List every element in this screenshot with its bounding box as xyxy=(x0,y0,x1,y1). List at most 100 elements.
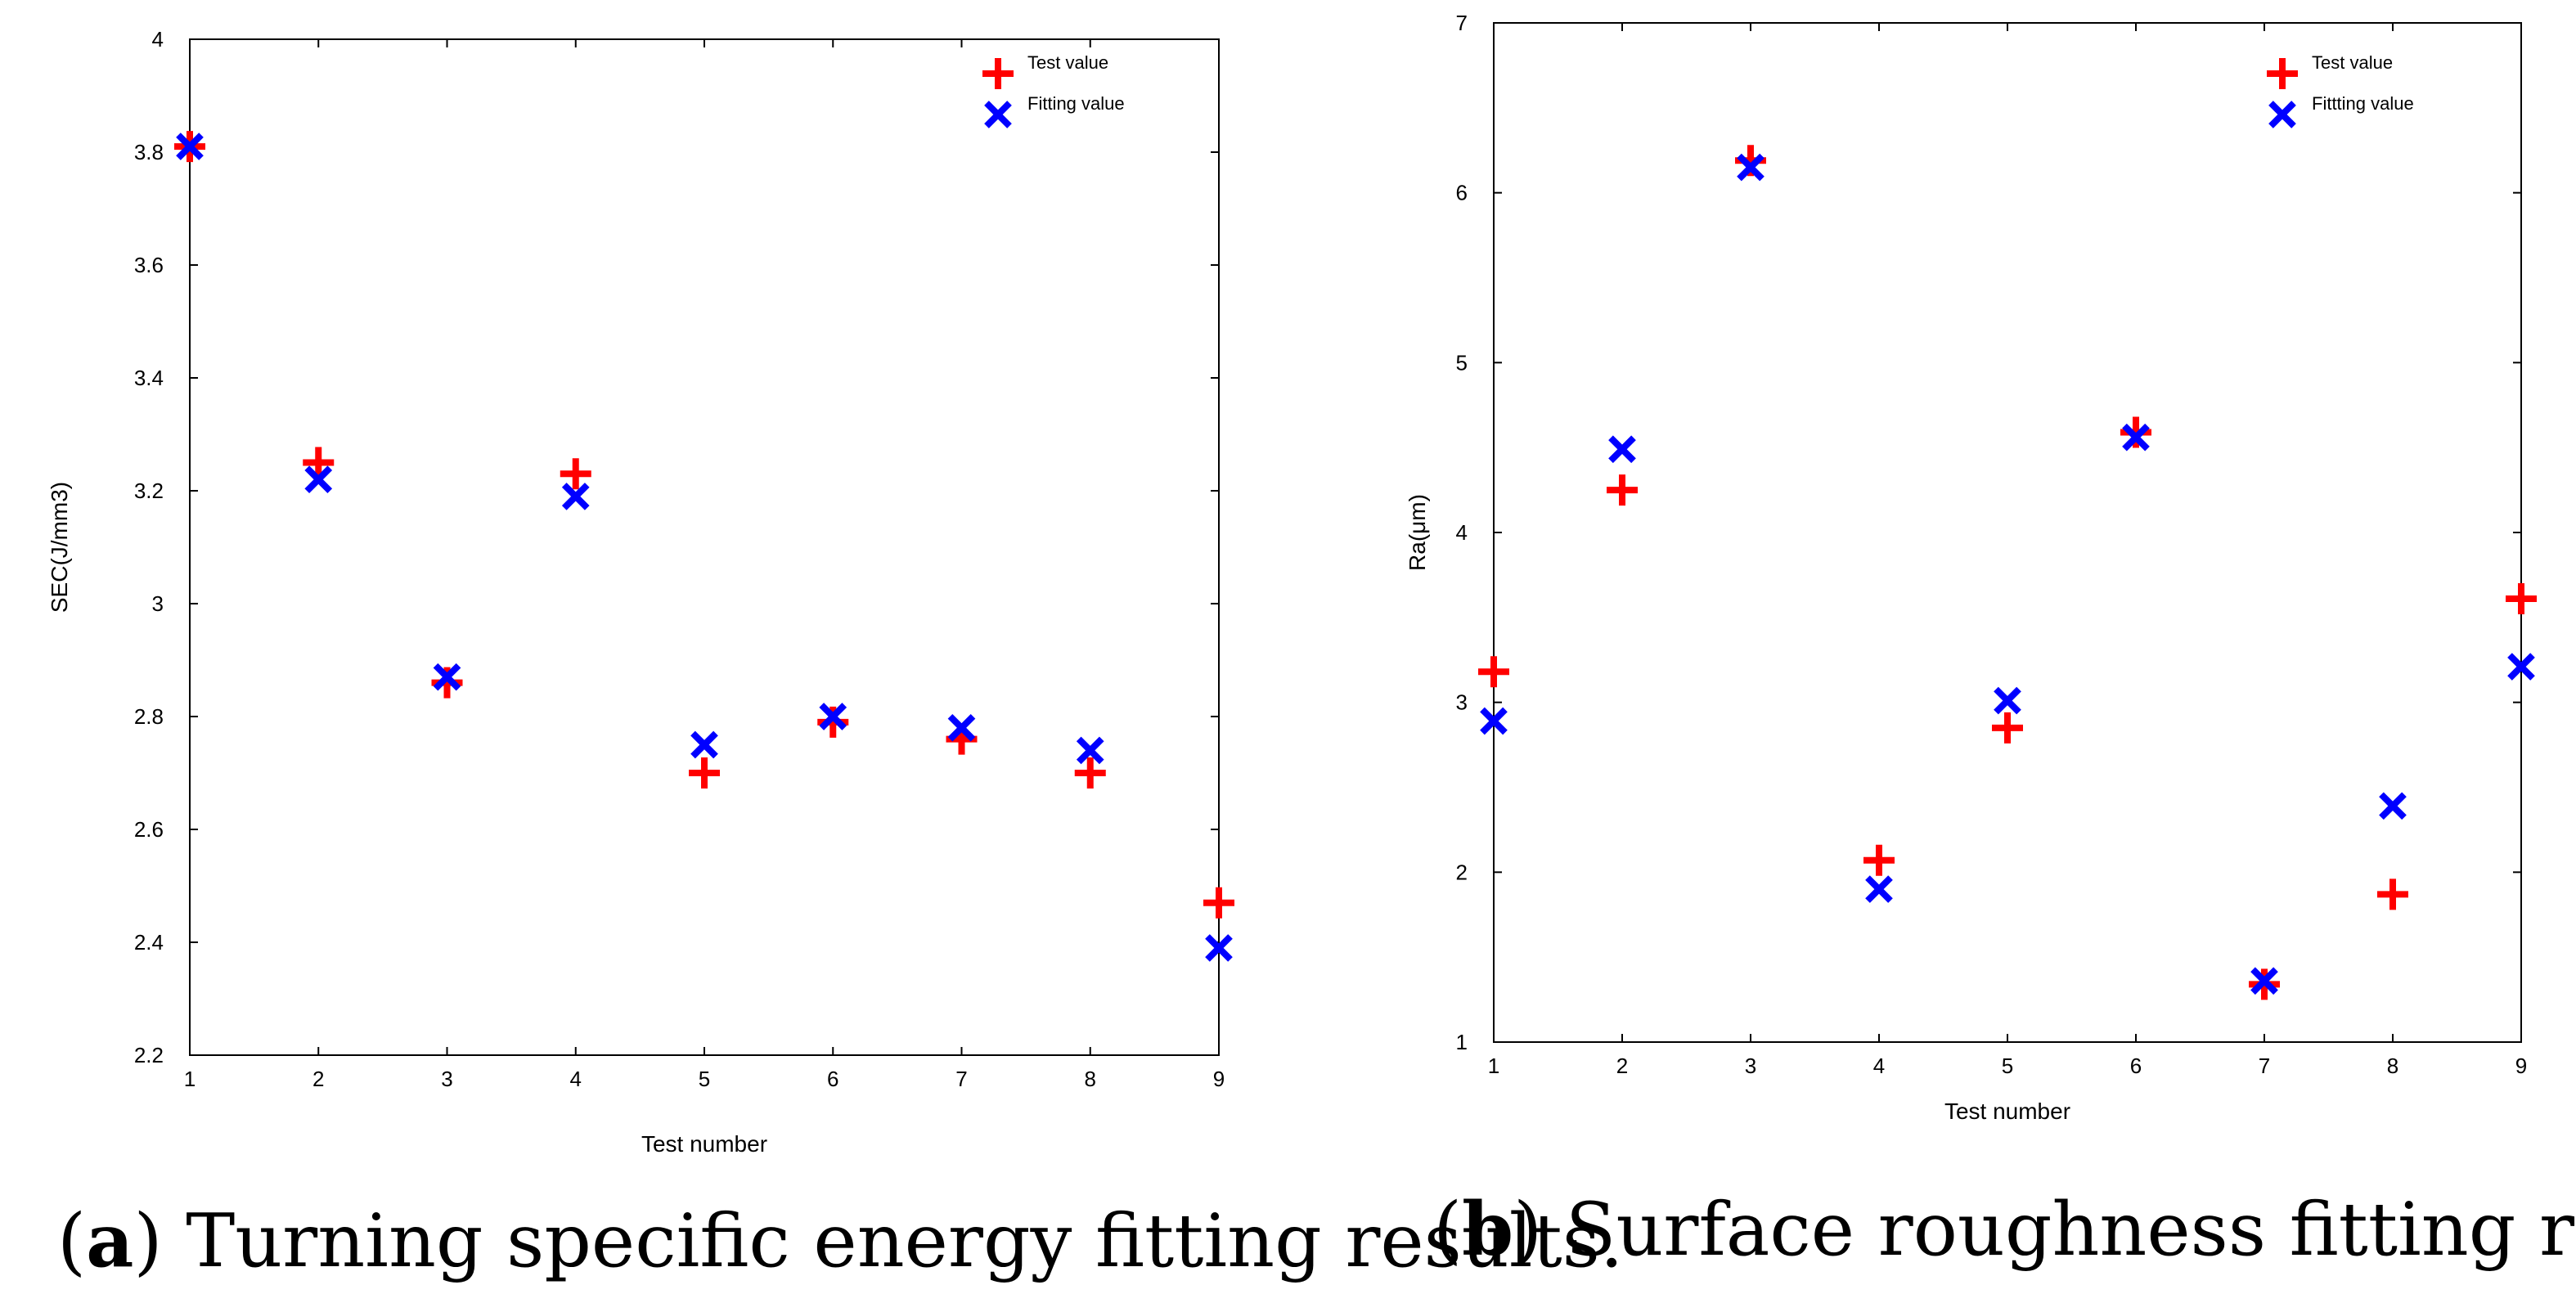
y-tick-label: 3.2 xyxy=(134,479,164,503)
data-point xyxy=(2122,423,2150,452)
data-point xyxy=(561,483,590,510)
data-point xyxy=(1205,934,1233,962)
caption: (a) Turning specific energy fitting resu… xyxy=(57,1197,1624,1284)
y-tick-label: 4 xyxy=(152,27,164,52)
caption-paren-close: ) xyxy=(1513,1187,1566,1273)
plot-area xyxy=(189,38,1220,1056)
legend-label: Fitting value xyxy=(1027,93,1125,114)
series-2 xyxy=(1480,153,2535,995)
y-axis-label: SEC(J/mm3) xyxy=(47,482,72,613)
x-axis-label: Test number xyxy=(1944,1099,2070,1124)
data-point xyxy=(819,703,847,730)
x-tick-label: 3 xyxy=(441,1067,452,1091)
data-point xyxy=(560,458,591,490)
y-tick-label: 3 xyxy=(1456,690,1468,715)
x-tick-label: 2 xyxy=(1616,1054,1628,1078)
y-tick-label: 7 xyxy=(1456,11,1468,35)
caption-text: Turning specific energy fitting results. xyxy=(186,1198,1623,1284)
data-point xyxy=(1074,757,1106,789)
y-tick-label: 2.8 xyxy=(134,704,164,729)
x-tick-label: 6 xyxy=(827,1067,838,1091)
y-tick-label: 2.6 xyxy=(134,817,164,842)
data-point xyxy=(1992,712,2023,744)
x-tick-label: 5 xyxy=(2002,1054,2013,1078)
x-tick-label: 7 xyxy=(955,1067,967,1091)
data-point xyxy=(2120,416,2151,448)
data-point xyxy=(2507,653,2535,681)
x-tick-label: 8 xyxy=(1085,1067,1096,1091)
x-tick-label: 4 xyxy=(1873,1054,1885,1078)
data-point xyxy=(433,663,461,691)
y-tick-label: 3 xyxy=(152,591,164,616)
y-tick-label: 6 xyxy=(1456,181,1468,205)
legend: Test value Fittting value xyxy=(2267,52,2414,128)
x-tick-label: 8 xyxy=(2387,1054,2398,1078)
data-point xyxy=(176,133,204,160)
legend-label: Fittting value xyxy=(2312,93,2414,114)
chart-b: 1 2 3 4 5 6 7 8 9 1 2 3 4 5 6 7 Test number Ra(μm) Test va… xyxy=(1405,11,2576,1273)
x-tick-label: 1 xyxy=(1488,1054,1499,1078)
x-tick-label: 1 xyxy=(184,1067,196,1091)
data-point xyxy=(689,757,720,789)
data-point xyxy=(1203,887,1234,919)
caption-letter: a xyxy=(86,1197,133,1284)
data-point xyxy=(1076,736,1104,765)
series-1 xyxy=(1478,145,2537,1000)
data-point xyxy=(690,730,718,759)
data-point xyxy=(303,447,335,479)
legend-marker xyxy=(2268,101,2296,128)
legend-marker xyxy=(982,58,1014,89)
plot-area xyxy=(1493,22,2522,1043)
y-tick-label: 5 xyxy=(1456,350,1468,375)
data-point xyxy=(2379,792,2407,820)
data-point xyxy=(1865,875,1893,903)
y-tick-label: 2.4 xyxy=(134,930,164,955)
data-point xyxy=(1480,707,1508,735)
data-point xyxy=(431,667,463,699)
caption-paren-open: ( xyxy=(1433,1187,1462,1273)
data-point xyxy=(2250,967,2278,995)
caption: (b) Surface roughness fitting results. xyxy=(1433,1186,2576,1273)
legend-marker xyxy=(2267,58,2298,89)
data-point xyxy=(1478,656,1509,688)
x-tick-label: 9 xyxy=(1213,1067,1225,1091)
series-1 xyxy=(174,131,1234,919)
x-tick-label: 3 xyxy=(1745,1054,1756,1078)
legend-label: Test value xyxy=(1027,52,1108,73)
data-point xyxy=(1863,844,1895,876)
y-tick-label: 3.8 xyxy=(134,140,164,164)
y-tick-label: 3.6 xyxy=(134,253,164,277)
y-tick-label: 1 xyxy=(1456,1030,1468,1054)
x-tick-label: 4 xyxy=(570,1067,582,1091)
data-point xyxy=(1994,686,2021,715)
x-tick-label: 2 xyxy=(312,1067,324,1091)
legend-marker xyxy=(984,101,1012,128)
x-axis-label: Test number xyxy=(641,1131,767,1157)
caption-paren-open: ( xyxy=(57,1198,86,1284)
caption-letter: b xyxy=(1462,1186,1513,1273)
y-tick-label: 3.4 xyxy=(134,366,164,390)
x-tick-label: 5 xyxy=(699,1067,710,1091)
data-point xyxy=(1608,435,1636,464)
y-axis-label: Ra(μm) xyxy=(1405,494,1430,571)
data-point xyxy=(1737,153,1765,182)
data-point xyxy=(817,706,849,738)
legend: Test value Fitting value xyxy=(982,52,1125,128)
data-point xyxy=(1607,474,1638,506)
caption-paren-close: ) xyxy=(133,1198,186,1284)
series-2 xyxy=(176,133,1233,962)
data-point xyxy=(304,465,333,494)
x-tick-label: 7 xyxy=(2259,1054,2270,1078)
y-tick-label: 2.2 xyxy=(134,1043,164,1067)
caption-text: Surface roughness fitting results. xyxy=(1566,1187,2576,1273)
x-tick-label: 9 xyxy=(2515,1054,2527,1078)
data-point xyxy=(2506,582,2537,614)
x-tick-label: 6 xyxy=(2130,1054,2142,1078)
y-tick-label: 2 xyxy=(1456,860,1468,884)
legend-label: Test value xyxy=(2312,52,2393,73)
data-point xyxy=(2377,878,2408,910)
data-point xyxy=(947,713,976,742)
y-tick-label: 4 xyxy=(1456,520,1468,545)
chart-a: 1 2 3 4 5 6 7 8 9 2.2 2.4 2.6 2.8 3 3.2 3.4 3.6 3.8 4 Test … xyxy=(47,27,1624,1284)
